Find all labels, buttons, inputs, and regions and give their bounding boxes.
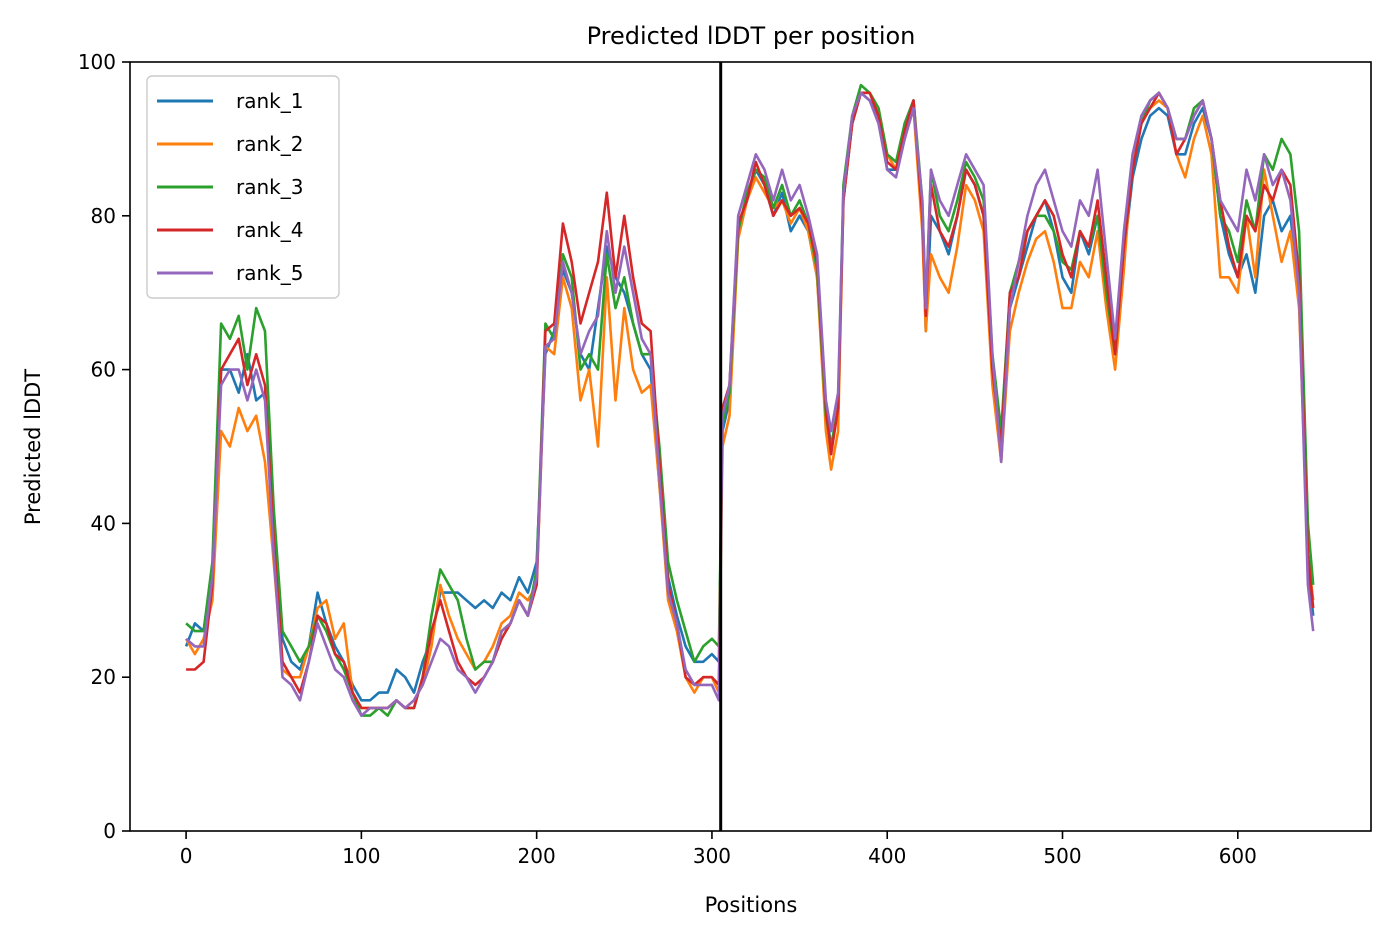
x-tick-label: 600 <box>1219 844 1257 868</box>
y-tick-label: 0 <box>103 819 116 843</box>
x-tick-label: 0 <box>180 844 193 868</box>
y-tick-label: 60 <box>91 358 116 382</box>
y-tick-label: 80 <box>91 204 116 228</box>
x-tick-label: 500 <box>1043 844 1081 868</box>
chart-title: Predicted lDDT per position <box>587 22 916 50</box>
x-tick-label: 200 <box>518 844 556 868</box>
plot-area: 0 100 200 300 400 500 600 0 20 40 60 80 100 rank_1ran… <box>78 50 1372 868</box>
legend-label-rank_2: rank_2 <box>236 132 303 156</box>
series-line-rank_4 <box>186 91 1315 710</box>
legend-label-rank_3: rank_3 <box>236 175 303 199</box>
legend-label-rank_5: rank_5 <box>236 261 303 285</box>
y-axis-label: Predicted lDDT <box>21 369 45 525</box>
plot-frame <box>129 61 1372 832</box>
y-tick-label: 20 <box>91 665 116 689</box>
x-tick-label: 100 <box>342 844 380 868</box>
y-tick-label: 40 <box>91 511 116 535</box>
x-tick-label: 400 <box>868 844 906 868</box>
x-axis-label: Positions <box>705 893 798 917</box>
y-tick-label: 100 <box>78 50 116 74</box>
x-tick-label: 300 <box>693 844 731 868</box>
legend-label-rank_4: rank_4 <box>236 218 303 242</box>
legend-label-rank_1: rank_1 <box>236 89 303 113</box>
series-line-rank_5 <box>185 91 1315 717</box>
legend-box <box>146 75 340 299</box>
